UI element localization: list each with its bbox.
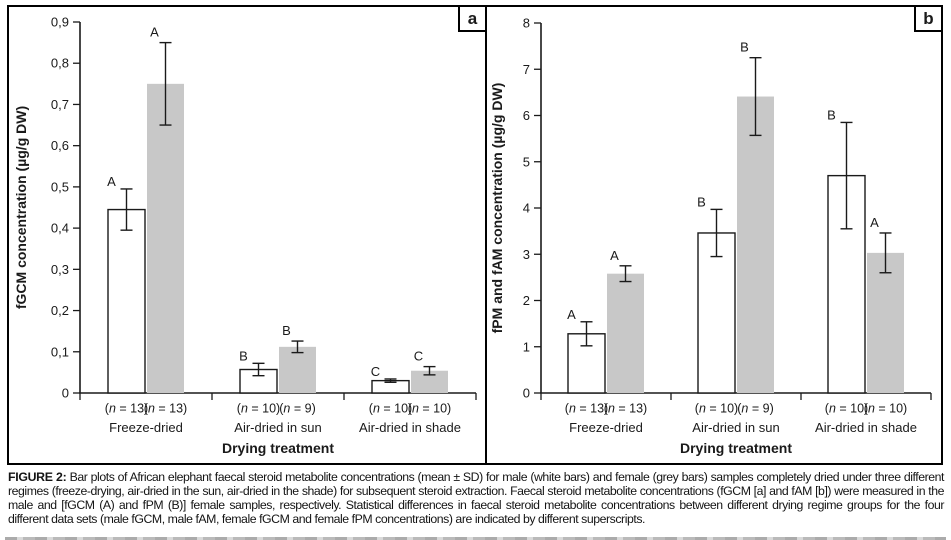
figure-caption: FIGURE 2: Bar plots of African elephant … (8, 470, 944, 527)
male-bar (697, 232, 736, 394)
y-tick-label: 5 (523, 154, 530, 169)
n-label: (n = 10) (237, 402, 280, 416)
female-bar (279, 346, 316, 393)
chart-panel-b: 0 1 2 3 4 5 6 7 8 Freeze-dried A (n = 13) A (n = 13) A… (489, 16, 932, 456)
n-label: (n = 10) (864, 402, 907, 416)
y-tick-label: 0 (62, 386, 69, 401)
x-axis-title: Drying treatment (680, 440, 792, 456)
y-tick-label: 0,5 (51, 179, 69, 194)
male-bar (567, 333, 606, 394)
category-label: Air-dried in sun (234, 420, 321, 435)
n-label: (n = 9) (737, 402, 774, 416)
figure-caption-label: FIGURE 2: (8, 470, 67, 484)
significance-letter: A (107, 174, 116, 189)
n-label: (n = 13) (565, 402, 608, 416)
n-label: (n = 10) (695, 402, 738, 416)
significance-letter: B (697, 194, 706, 209)
scan-artifact-line (5, 537, 946, 540)
y-axis-title: fGCM concentration (µg/g DW) (13, 106, 29, 309)
panel-a: 0 0,1 0,2 0,3 0,4 0,5 0,6 0,7 0,8 0,9 Freeze-dried… (7, 5, 487, 465)
male-bar (107, 208, 146, 394)
x-axis-title: Drying treatment (222, 440, 334, 456)
category-label: Freeze-dried (569, 420, 643, 435)
n-label: (n = 9) (279, 402, 316, 416)
y-tick-label: 0,8 (51, 56, 69, 71)
significance-letter: A (567, 307, 576, 322)
significance-letter: B (239, 348, 248, 363)
chart-panels: 0 0,1 0,2 0,3 0,4 0,5 0,6 0,7 0,8 0,9 Freeze-dried… (7, 5, 943, 465)
panel-b: 0 1 2 3 4 5 6 7 8 Freeze-dried A (n = 13) A (n = 13) A… (485, 5, 943, 465)
panel-a-tag: a (458, 5, 487, 32)
n-label: (n = 13) (144, 402, 187, 416)
category-label: Air-dried in sun (692, 420, 779, 435)
n-label: (n = 10) (408, 402, 451, 416)
y-tick-label: 0,4 (51, 221, 69, 236)
y-tick-label: 0,1 (51, 344, 69, 359)
y-tick-label: 8 (523, 16, 530, 31)
y-tick-label: 0,7 (51, 97, 69, 112)
y-tick-label: 1 (523, 339, 530, 354)
significance-letter: C (371, 364, 380, 379)
y-tick-label: 0,2 (51, 303, 69, 318)
female-bar (607, 273, 644, 393)
y-tick-label: 3 (523, 247, 530, 262)
significance-letter: A (150, 25, 159, 40)
y-tick-label: 6 (523, 108, 530, 123)
figure-caption-text: Bar plots of African elephant faecal ste… (8, 470, 944, 526)
female-bar (867, 252, 904, 393)
category-label: Freeze-dried (109, 420, 183, 435)
n-label: (n = 10) (825, 402, 868, 416)
category-label: Air-dried in shade (815, 420, 917, 435)
n-label: (n = 10) (369, 402, 412, 416)
significance-letter: B (740, 40, 749, 55)
panel-b-tag: b (914, 5, 943, 32)
y-tick-label: 7 (523, 62, 530, 77)
chart-panel-a: 0 0,1 0,2 0,3 0,4 0,5 0,6 0,7 0,8 0,9 Freeze-dried… (13, 15, 477, 456)
significance-letter: C (414, 349, 423, 364)
y-tick-label: 0,6 (51, 138, 69, 153)
y-tick-label: 0 (523, 386, 530, 401)
category-label: Air-dried in shade (359, 420, 461, 435)
y-tick-label: 4 (523, 201, 530, 216)
significance-letter: B (827, 107, 836, 122)
y-axis-title: fPM and fAM concentration (µg/g DW) (489, 83, 505, 334)
female-bar (147, 83, 184, 393)
y-tick-label: 2 (523, 293, 530, 308)
n-label: (n = 13) (105, 402, 148, 416)
y-tick-label: 0,3 (51, 262, 69, 277)
significance-letter: A (870, 215, 879, 230)
female-bar (737, 96, 774, 393)
y-tick-label: 0,9 (51, 15, 69, 30)
n-label: (n = 13) (604, 402, 647, 416)
significance-letter: A (610, 248, 619, 263)
significance-letter: B (282, 323, 291, 338)
female-bar (411, 370, 448, 393)
